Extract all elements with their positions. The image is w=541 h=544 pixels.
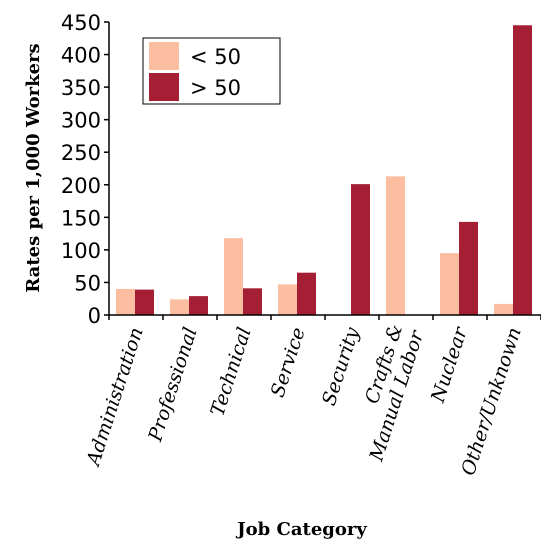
- y-tick-label: 350: [61, 76, 101, 100]
- bar-over-50-3: [297, 272, 316, 315]
- x-tick-label: Technical: [206, 325, 255, 419]
- x-tick-label: Nuclear: [427, 323, 473, 406]
- y-tick-label: 150: [61, 206, 101, 230]
- x-tick-label-line: Other/Unknown: [457, 325, 526, 478]
- x-tick-label-line: Technical: [206, 325, 255, 419]
- bar-under-50-0: [116, 288, 135, 315]
- y-tick-label: 400: [61, 44, 101, 68]
- bar-over-50-4: [351, 184, 370, 315]
- y-tick-label: 450: [61, 11, 101, 35]
- legend-label-over-50: > 50: [190, 76, 241, 100]
- y-tick-label: 50: [74, 271, 101, 295]
- y-tick-label: 0: [88, 304, 101, 328]
- bars-layer: [116, 25, 532, 316]
- bar-under-50-5: [386, 176, 405, 315]
- y-tick-label: 250: [61, 141, 101, 165]
- x-axis-title: Job Category: [235, 519, 367, 540]
- x-tick-label: Administration: [82, 325, 148, 470]
- bar-under-50-3: [278, 284, 297, 315]
- bar-over-50-7: [513, 25, 532, 316]
- bar-under-50-6: [440, 253, 459, 315]
- bar-under-50-7: [494, 303, 513, 315]
- bar-over-50-2: [243, 288, 262, 315]
- x-tick-label-line: Professional: [144, 325, 202, 445]
- x-tick-label-line: Nuclear: [427, 323, 473, 406]
- bar-under-50-2: [224, 238, 243, 315]
- bar-over-50-0: [135, 289, 154, 315]
- legend-swatch-over-50: [149, 73, 179, 101]
- x-tick-label: Security: [318, 324, 364, 408]
- bar-over-50-1: [189, 296, 208, 315]
- x-tick-label-line: Administration: [82, 325, 148, 470]
- y-axis-title: Rates per 1,000 Workers: [23, 43, 44, 292]
- bar-over-50-6: [459, 221, 478, 315]
- y-tick-label: 300: [61, 109, 101, 133]
- y-ticks: 0 50 100 150 200 250 300 350 400 450: [61, 11, 109, 328]
- legend: < 50 > 50: [142, 37, 281, 105]
- y-tick-label: 100: [61, 239, 101, 263]
- x-tick-label: Other/Unknown: [457, 325, 526, 478]
- bar-under-50-1: [170, 299, 189, 315]
- x-tick-label: Service: [267, 325, 310, 400]
- y-tick-label: 200: [61, 174, 101, 198]
- legend-label-under-50: < 50: [190, 45, 241, 69]
- x-tick-label-line: Security: [318, 324, 364, 408]
- x-tick-label-line: Service: [267, 325, 310, 400]
- legend-swatch-under-50: [149, 42, 179, 70]
- x-tick-label: Professional: [144, 325, 202, 445]
